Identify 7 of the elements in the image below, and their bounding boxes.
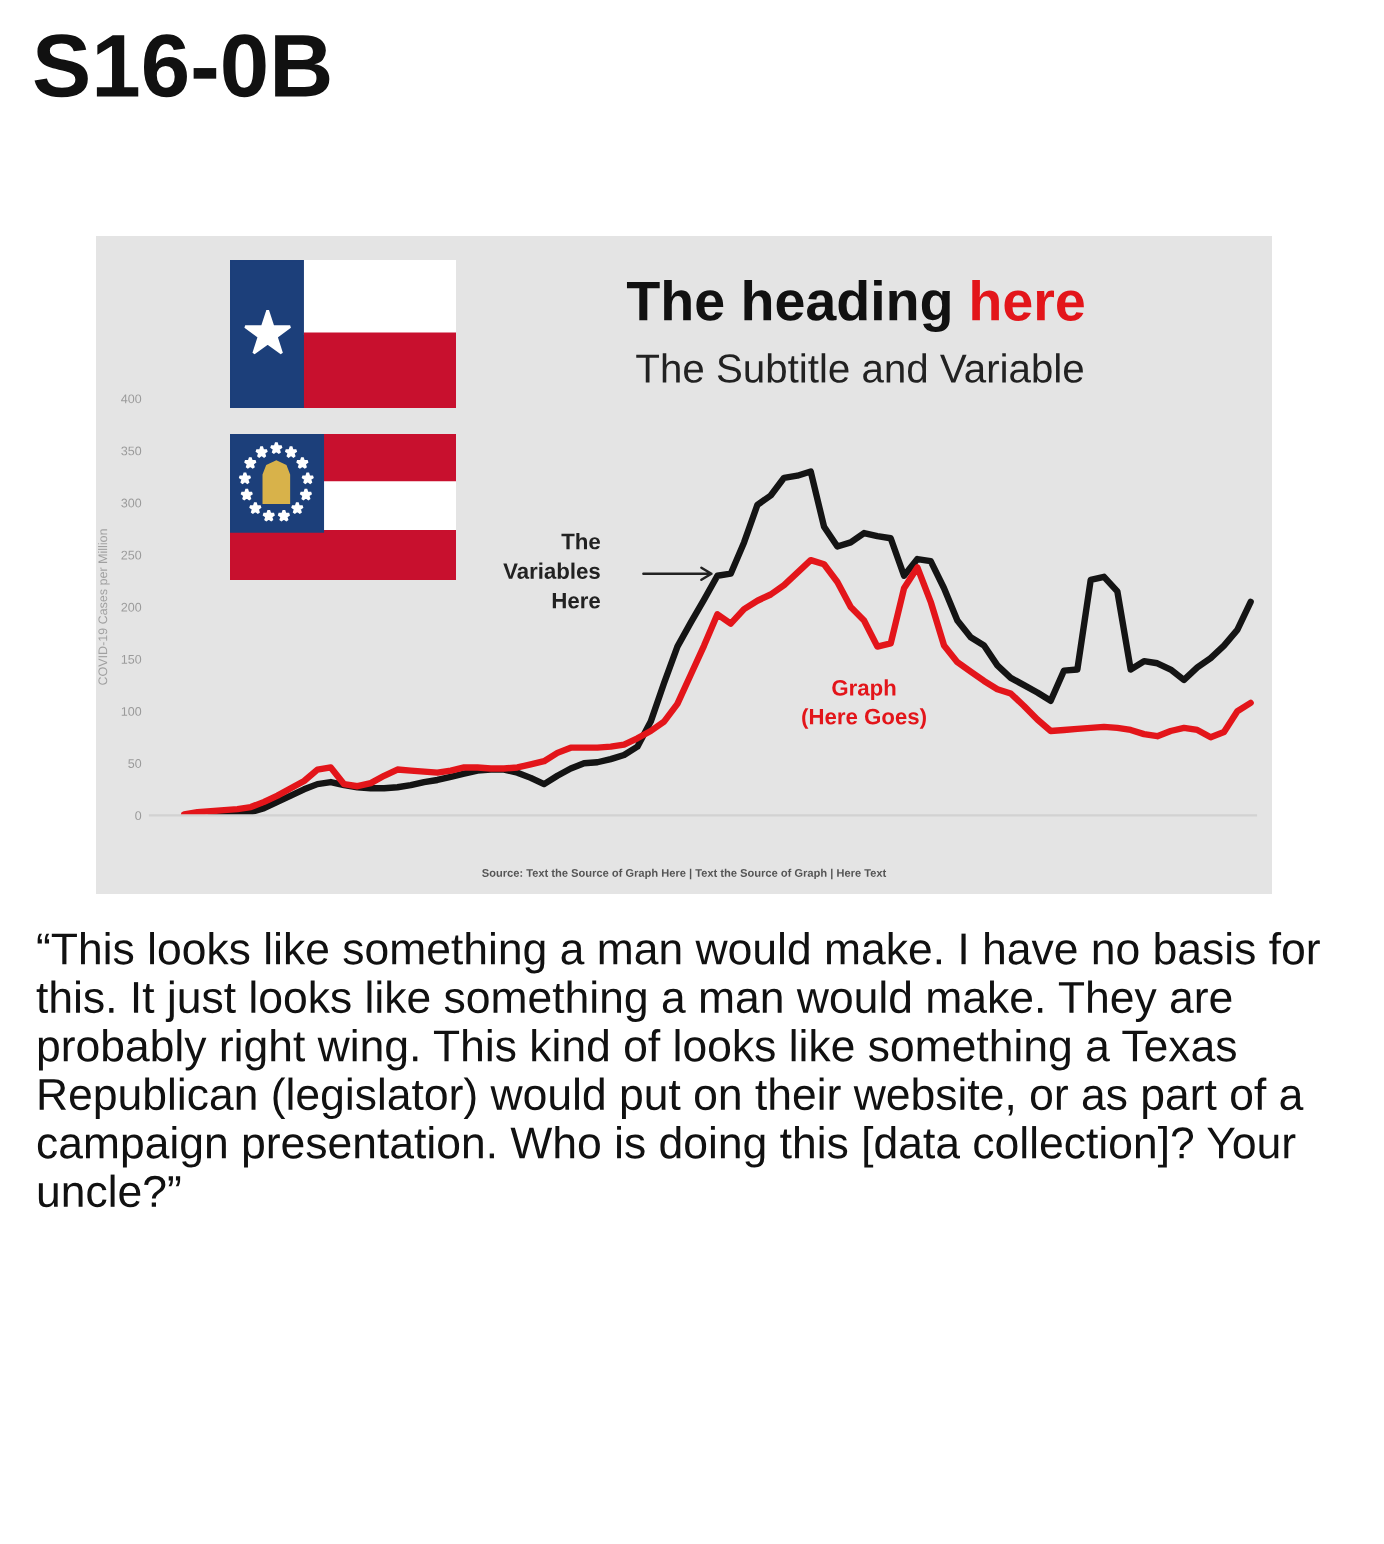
text: “This looks like something a man would make. I have no basis for this. It just looks like something a man would make. They are probably right wing. This kind of looks like something a Texas Republican (legislator) would put on their website, or as part of a campaign presentation. Who is doing this [data collection]? Your uncle?” bbox=[36, 932, 1320, 1208]
chart-subtitle: The Subtitle and Variable bbox=[636, 353, 1083, 383]
series-label: Graph (Here Goes) bbox=[802, 679, 926, 729]
text: S16-0B bbox=[34, 34, 330, 98]
chart-title: The heading here bbox=[626, 279, 1084, 333]
legend-label: The Variables Here bbox=[503, 533, 600, 609]
line-series bbox=[180, 556, 1254, 816]
